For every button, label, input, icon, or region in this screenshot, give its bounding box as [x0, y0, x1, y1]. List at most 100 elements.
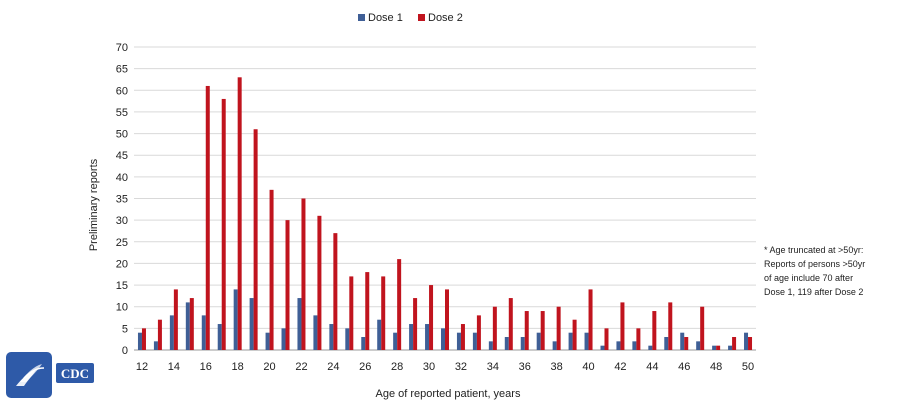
bar-dose-1 — [584, 332, 589, 350]
bar-dose-2 — [317, 215, 322, 350]
bar-dose-1 — [329, 324, 334, 350]
x-tick-label: 12 — [136, 361, 148, 373]
bar-dose-2 — [620, 302, 625, 350]
legend-label: Dose 2 — [428, 12, 463, 24]
bar-dose-2 — [445, 289, 449, 350]
bar-dose-2 — [492, 306, 497, 350]
bar-dose-2 — [413, 298, 418, 350]
bar-dose-2 — [684, 337, 689, 350]
x-tick-label: 28 — [391, 361, 403, 373]
bar-dose-1 — [297, 298, 302, 350]
y-tick-label: 65 — [116, 64, 128, 76]
bar-dose-1 — [536, 332, 541, 350]
y-axis-label: Preliminary reports — [88, 158, 100, 251]
y-tick-label: 40 — [116, 172, 128, 184]
x-tick-label: 38 — [551, 361, 563, 373]
bar-dose-1 — [377, 319, 382, 350]
y-tick-label: 70 — [116, 42, 128, 54]
bar-dose-2 — [221, 98, 226, 350]
bar-dose-2 — [269, 189, 274, 350]
bar-dose-2 — [460, 324, 465, 350]
x-tick-label: 22 — [295, 361, 307, 373]
bar-dose-1 — [441, 328, 445, 350]
bar-dose-1 — [281, 328, 286, 350]
x-tick-label: 40 — [582, 361, 594, 373]
bar-dose-2 — [141, 328, 146, 350]
bar-dose-2 — [205, 85, 210, 351]
bar-dose-1 — [153, 341, 158, 350]
bar-dose-1 — [169, 315, 174, 350]
note-line: * Age truncated at >50yr: — [764, 245, 864, 255]
y-axis-ticks: 0 5 10 15 20 25 30 35 40 45 50 55 60 65 70 — [116, 42, 128, 357]
y-tick-label: 60 — [116, 85, 128, 97]
bar-dose-2 — [173, 289, 178, 350]
bar-dose-1 — [425, 324, 430, 350]
bar-dose-1 — [393, 332, 398, 350]
bar-dose-1 — [265, 332, 270, 350]
bar-dose-1 — [472, 332, 477, 350]
bar-dose-1 — [361, 337, 366, 350]
bar-dose-2 — [237, 77, 242, 351]
bar-dose-1 — [520, 337, 525, 350]
x-tick-label: 34 — [487, 361, 499, 373]
bar-dose-1 — [568, 332, 573, 350]
bar-dose-1 — [137, 332, 142, 350]
bar-dose-1 — [233, 289, 238, 350]
bar-dose-1 — [345, 328, 350, 350]
y-tick-label: 20 — [116, 258, 128, 270]
bar-dose-1 — [744, 332, 749, 350]
bar-dose-2 — [588, 289, 593, 350]
bar-dose-2 — [285, 220, 290, 350]
cdc-logo: CDC — [6, 352, 94, 398]
bar-dose-2 — [636, 328, 641, 350]
bars — [137, 77, 753, 351]
y-tick-label: 30 — [116, 215, 128, 227]
bar-dose-2 — [716, 345, 721, 350]
y-tick-label: 45 — [116, 150, 128, 162]
bar-dose-2 — [301, 198, 306, 350]
grid-lines — [134, 46, 756, 351]
bar-dose-2 — [157, 319, 162, 350]
x-tick-label: 20 — [263, 361, 275, 373]
bar-dose-1 — [201, 315, 206, 350]
bar-dose-2 — [700, 306, 705, 350]
bar-dose-2 — [508, 298, 513, 350]
y-tick-label: 15 — [116, 280, 128, 292]
bar-dose-1 — [185, 302, 190, 350]
y-tick-label: 50 — [116, 129, 128, 141]
x-tick-label: 14 — [168, 361, 180, 373]
bar-dose-2 — [732, 337, 737, 350]
x-tick-label: 16 — [200, 361, 212, 373]
bar-dose-1 — [504, 337, 509, 350]
x-axis-ticks: 12 14 16 18 20 22 24 26 28 30 32 34 36 38 40 42 44 46 48 50 — [136, 361, 754, 373]
x-tick-label: 44 — [646, 361, 658, 373]
legend-swatch — [418, 14, 425, 21]
y-tick-label: 10 — [116, 302, 128, 314]
x-tick-label: 18 — [232, 361, 244, 373]
bar-dose-2 — [397, 259, 402, 350]
age-truncation-note: * Age truncated at >50yr: Reports of per… — [764, 243, 923, 299]
bar-dose-1 — [600, 345, 605, 350]
bar-dose-1 — [456, 332, 461, 350]
y-tick-label: 55 — [116, 107, 128, 119]
bar-dose-2 — [189, 298, 194, 350]
bar-dose-2 — [333, 233, 338, 350]
bar-dose-1 — [648, 345, 653, 350]
bar-dose-1 — [664, 337, 669, 350]
note-line: of age include 70 after — [764, 273, 854, 283]
x-tick-label: 26 — [359, 361, 371, 373]
bar-dose-2 — [253, 129, 258, 350]
x-tick-label: 42 — [614, 361, 626, 373]
legend: Dose 1 Dose 2 — [358, 12, 463, 24]
bar-dose-2 — [652, 311, 657, 350]
legend-swatch — [358, 14, 365, 21]
bar-dose-2 — [572, 319, 577, 350]
cdc-wordmark: CDC — [61, 366, 89, 381]
x-tick-label: 30 — [423, 361, 435, 373]
bar-dose-1 — [632, 341, 637, 350]
x-tick-label: 48 — [710, 361, 722, 373]
x-tick-label: 36 — [519, 361, 531, 373]
bar-dose-2 — [668, 302, 673, 350]
bar-dose-1 — [696, 341, 701, 350]
bar-dose-1 — [680, 332, 685, 350]
